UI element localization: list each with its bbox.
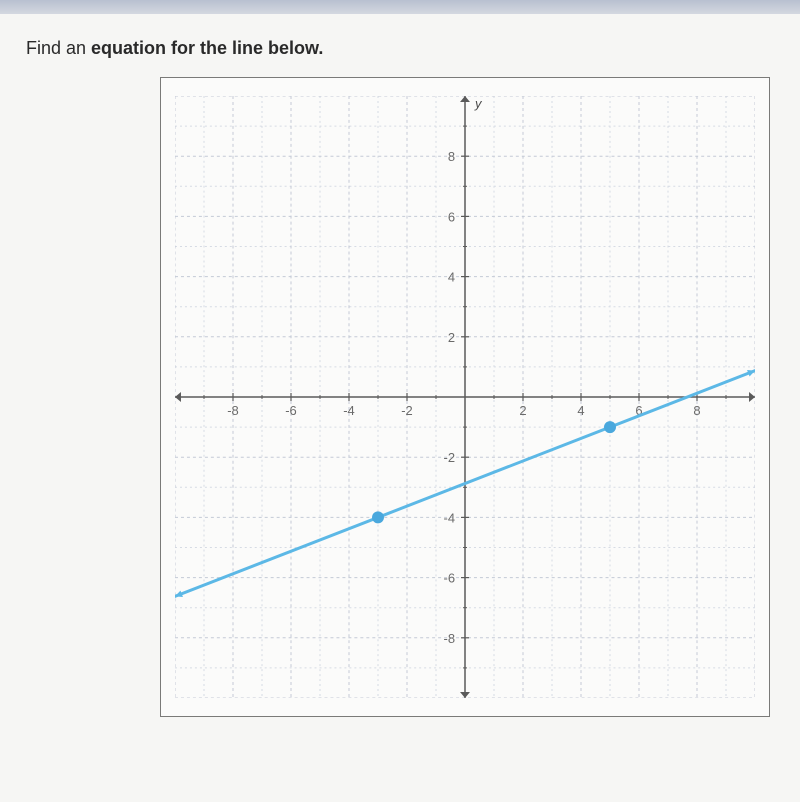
question-prompt: Find an equation for the line below.	[26, 38, 780, 59]
svg-text:-8: -8	[227, 403, 239, 418]
window-top-strip	[0, 0, 800, 14]
svg-text:2: 2	[519, 403, 526, 418]
svg-text:-4: -4	[343, 403, 355, 418]
svg-text:-2: -2	[401, 403, 413, 418]
content-card: Find an equation for the line below. y -8…	[0, 14, 800, 802]
svg-text:-8: -8	[444, 631, 456, 646]
prompt-text-prefix: Find an	[26, 38, 91, 58]
svg-text:4: 4	[448, 270, 455, 285]
svg-text:-6: -6	[285, 403, 297, 418]
svg-text:-4: -4	[444, 510, 456, 525]
svg-text:-6: -6	[444, 571, 456, 586]
svg-text:8: 8	[448, 149, 455, 164]
svg-text:-2: -2	[444, 450, 456, 465]
coordinate-plane-chart: y-8-6-4-224682468-2-4-6-8	[160, 77, 770, 717]
svg-text:2: 2	[448, 330, 455, 345]
svg-text:4: 4	[577, 403, 584, 418]
svg-text:8: 8	[693, 403, 700, 418]
svg-text:y: y	[474, 96, 483, 111]
chart-svg: y-8-6-4-224682468-2-4-6-8	[175, 96, 755, 698]
prompt-text-bold: equation for the line below.	[91, 38, 323, 58]
svg-text:6: 6	[448, 209, 455, 224]
